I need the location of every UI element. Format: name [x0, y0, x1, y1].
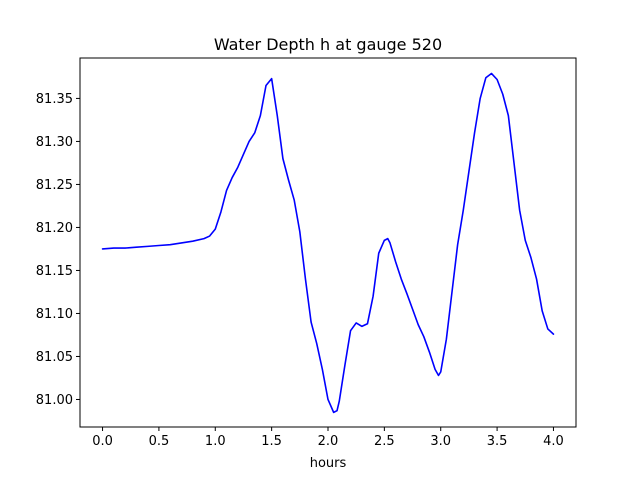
x-tick-label-7: 3.5 [487, 434, 508, 449]
x-tick-label-4: 2.0 [318, 434, 339, 449]
x-tick-label-5: 2.5 [374, 434, 395, 449]
y-tick-label-1: 81.05 [36, 350, 73, 365]
plot-area: 0.0 0.5 1.0 1.5 2.0 2.5 3.0 3.5 4.0 81.00 81.05 81.… [36, 57, 577, 449]
x-axis-label: hours [310, 456, 347, 471]
x-tick-label-0: 0.0 [92, 434, 113, 449]
y-tick-label-2: 81.10 [36, 307, 73, 322]
series-line-0 [101, 72, 555, 414]
x-tick-label-6: 3.0 [430, 434, 451, 449]
x-tick-label-1: 0.5 [149, 434, 170, 449]
y-tick-label-0: 81.00 [36, 393, 73, 408]
y-tick-label-4: 81.20 [36, 221, 73, 236]
chart-title: Water Depth h at gauge 520 [214, 35, 442, 54]
y-tick-label-3: 81.15 [36, 264, 73, 279]
x-tick-label-8: 4.0 [543, 434, 564, 449]
y-tick-label-6: 81.30 [36, 135, 73, 150]
y-tick-label-7: 81.35 [36, 92, 73, 107]
x-tick-label-3: 1.5 [261, 434, 282, 449]
y-tick-label-5: 81.25 [36, 178, 73, 193]
x-tick-label-2: 1.0 [205, 434, 226, 449]
